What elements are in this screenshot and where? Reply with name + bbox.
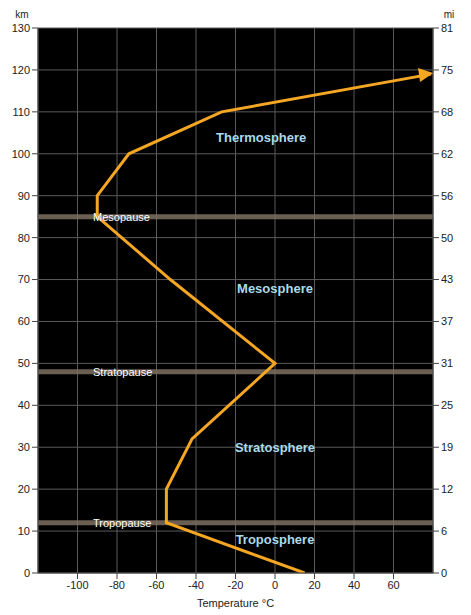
svg-text:81: 81 xyxy=(441,22,453,34)
svg-text:19: 19 xyxy=(441,441,453,453)
svg-text:75: 75 xyxy=(441,64,453,76)
svg-text:62: 62 xyxy=(441,148,453,160)
svg-text:60: 60 xyxy=(18,315,30,327)
svg-text:-80: -80 xyxy=(109,579,125,591)
svg-text:Mesopause: Mesopause xyxy=(93,211,150,223)
svg-text:60: 60 xyxy=(387,579,399,591)
svg-text:20: 20 xyxy=(308,579,320,591)
svg-text:-40: -40 xyxy=(188,579,204,591)
svg-text:Temperature °C: Temperature °C xyxy=(197,597,274,609)
svg-text:6: 6 xyxy=(441,525,447,537)
svg-text:50: 50 xyxy=(441,232,453,244)
svg-text:40: 40 xyxy=(348,579,360,591)
svg-text:12: 12 xyxy=(441,483,453,495)
svg-text:70: 70 xyxy=(18,273,30,285)
svg-text:68: 68 xyxy=(441,106,453,118)
svg-text:110: 110 xyxy=(12,106,30,118)
svg-text:20: 20 xyxy=(18,483,30,495)
svg-text:Troposphere: Troposphere xyxy=(236,532,315,547)
svg-text:0: 0 xyxy=(441,567,447,579)
svg-text:43: 43 xyxy=(441,273,453,285)
svg-text:120: 120 xyxy=(12,64,30,76)
svg-text:-60: -60 xyxy=(149,579,165,591)
svg-text:-100: -100 xyxy=(66,579,88,591)
svg-text:37: 37 xyxy=(441,315,453,327)
svg-text:40: 40 xyxy=(18,399,30,411)
svg-text:Tropopause: Tropopause xyxy=(93,517,151,529)
svg-text:80: 80 xyxy=(18,232,30,244)
svg-text:Stratosphere: Stratosphere xyxy=(235,440,315,455)
svg-text:50: 50 xyxy=(18,357,30,369)
svg-text:km: km xyxy=(15,9,28,20)
svg-text:90: 90 xyxy=(18,190,30,202)
svg-text:mi: mi xyxy=(444,9,455,20)
svg-text:31: 31 xyxy=(441,357,453,369)
svg-text:100: 100 xyxy=(12,148,30,160)
svg-text:0: 0 xyxy=(272,579,278,591)
svg-text:25: 25 xyxy=(441,399,453,411)
svg-text:Mesosphere: Mesosphere xyxy=(237,281,313,296)
svg-text:56: 56 xyxy=(441,190,453,202)
svg-text:130: 130 xyxy=(12,22,30,34)
svg-text:-20: -20 xyxy=(228,579,244,591)
svg-text:30: 30 xyxy=(18,441,30,453)
svg-text:Stratopause: Stratopause xyxy=(93,366,152,378)
svg-text:10: 10 xyxy=(18,525,30,537)
svg-text:Thermosphere: Thermosphere xyxy=(216,130,306,145)
svg-text:0: 0 xyxy=(24,567,30,579)
